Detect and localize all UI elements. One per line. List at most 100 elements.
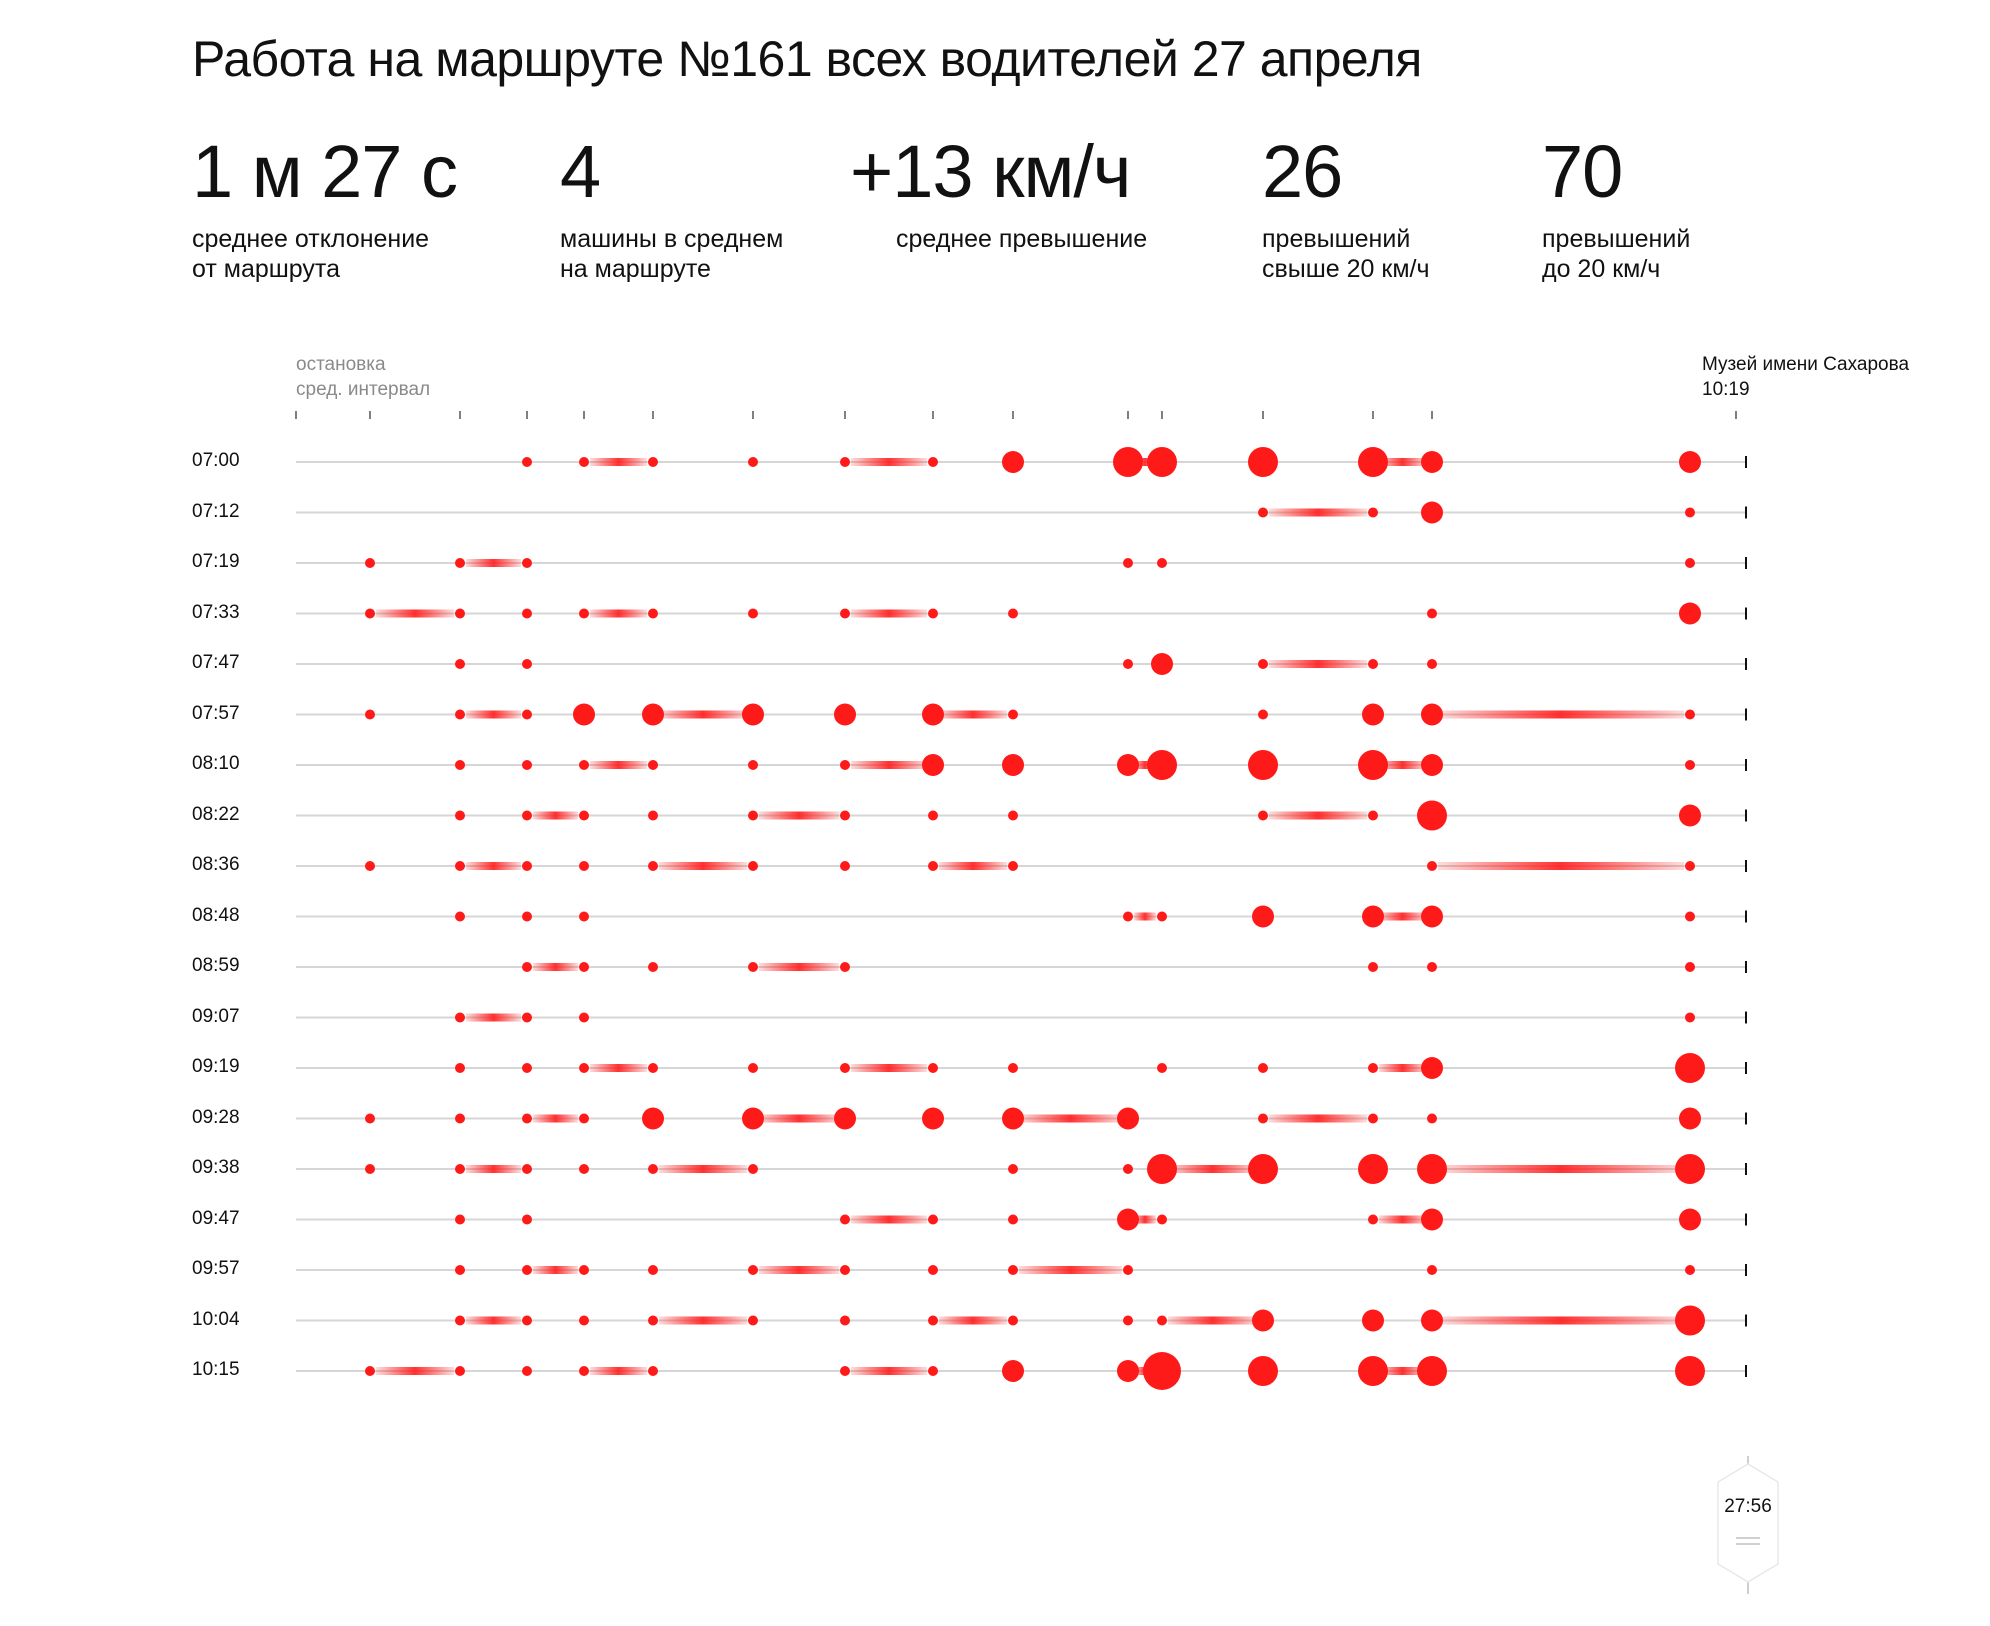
stop-marker[interactable] [522, 1214, 532, 1225]
stop-marker[interactable] [1008, 1315, 1018, 1326]
stop-marker[interactable] [748, 1164, 758, 1174]
stop-marker[interactable] [1679, 451, 1701, 473]
stop-marker[interactable] [522, 861, 532, 871]
stop-marker[interactable] [642, 1107, 664, 1130]
stop-marker[interactable] [1008, 861, 1018, 871]
stop-marker[interactable] [928, 608, 938, 619]
stop-marker[interactable] [1421, 754, 1443, 776]
stop-marker[interactable] [748, 861, 758, 871]
stop-marker[interactable] [522, 457, 532, 467]
stop-marker[interactable] [579, 608, 589, 619]
stop-marker[interactable] [840, 1265, 850, 1275]
stop-marker[interactable] [522, 608, 532, 619]
stop-marker[interactable] [455, 1315, 465, 1326]
stop-marker[interactable] [1157, 911, 1167, 922]
stop-marker[interactable] [1675, 1154, 1705, 1184]
stop-marker[interactable] [1368, 810, 1378, 821]
stop-marker[interactable] [455, 1113, 465, 1124]
stop-marker[interactable] [1368, 659, 1378, 669]
stop-marker[interactable] [1157, 1214, 1167, 1225]
stop-marker[interactable] [1157, 1063, 1167, 1073]
stop-marker[interactable] [579, 1366, 589, 1376]
stop-marker[interactable] [648, 457, 658, 467]
stop-marker[interactable] [1685, 962, 1695, 972]
stop-marker[interactable] [1679, 1107, 1701, 1130]
stop-marker[interactable] [573, 703, 595, 726]
stop-marker[interactable] [840, 608, 850, 619]
stop-marker[interactable] [579, 1265, 589, 1275]
stop-marker[interactable] [922, 703, 944, 726]
stop-marker[interactable] [365, 558, 375, 568]
stop-marker[interactable] [1117, 1208, 1139, 1231]
stop-marker[interactable] [579, 911, 589, 922]
stop-marker[interactable] [1427, 1113, 1437, 1124]
stop-marker[interactable] [1258, 659, 1268, 669]
stop-marker[interactable] [1421, 1309, 1443, 1332]
stop-marker[interactable] [1417, 1154, 1447, 1184]
stop-marker[interactable] [579, 1063, 589, 1073]
stop-marker[interactable] [1157, 1315, 1167, 1326]
stop-marker[interactable] [579, 1315, 589, 1326]
stop-marker[interactable] [928, 1265, 938, 1275]
stop-marker[interactable] [522, 1113, 532, 1124]
stop-marker[interactable] [840, 962, 850, 972]
stop-marker[interactable] [579, 810, 589, 821]
stop-marker[interactable] [1685, 1012, 1695, 1023]
stop-marker[interactable] [1008, 709, 1018, 720]
stop-marker[interactable] [455, 558, 465, 568]
stop-marker[interactable] [1362, 1309, 1384, 1332]
stop-marker[interactable] [1248, 1356, 1278, 1386]
stop-marker[interactable] [928, 1063, 938, 1073]
stop-marker[interactable] [522, 911, 532, 922]
stop-marker[interactable] [840, 457, 850, 467]
stop-marker[interactable] [579, 760, 589, 770]
stop-marker[interactable] [1427, 1265, 1437, 1275]
stop-marker[interactable] [1157, 558, 1167, 568]
stop-marker[interactable] [1368, 1113, 1378, 1124]
stop-marker[interactable] [1358, 1356, 1388, 1386]
stop-marker[interactable] [1685, 911, 1695, 922]
stop-marker[interactable] [748, 810, 758, 821]
stop-marker[interactable] [1008, 1265, 1018, 1275]
stop-marker[interactable] [1685, 558, 1695, 568]
stop-marker[interactable] [1002, 451, 1024, 473]
stop-marker[interactable] [928, 1366, 938, 1376]
stop-marker[interactable] [455, 1164, 465, 1174]
stop-marker[interactable] [1258, 507, 1268, 518]
stop-marker[interactable] [455, 659, 465, 669]
stop-marker[interactable] [1248, 1154, 1278, 1184]
stop-marker[interactable] [1008, 1164, 1018, 1174]
stop-marker[interactable] [1427, 861, 1437, 871]
stop-marker[interactable] [1117, 1360, 1139, 1382]
stop-marker[interactable] [1358, 750, 1388, 780]
stop-marker[interactable] [522, 1012, 532, 1023]
stop-marker[interactable] [648, 1164, 658, 1174]
stop-marker[interactable] [579, 1113, 589, 1124]
stop-marker[interactable] [648, 1315, 658, 1326]
stop-marker[interactable] [1151, 653, 1173, 675]
stop-marker[interactable] [1002, 1107, 1024, 1130]
stop-marker[interactable] [579, 861, 589, 871]
stop-marker[interactable] [1248, 447, 1278, 477]
stop-marker[interactable] [1258, 1063, 1268, 1073]
stop-marker[interactable] [1675, 1356, 1705, 1386]
stop-marker[interactable] [522, 558, 532, 568]
stop-marker[interactable] [1427, 659, 1437, 669]
stop-marker[interactable] [1368, 1214, 1378, 1225]
stop-marker[interactable] [365, 1113, 375, 1124]
stop-marker[interactable] [579, 1164, 589, 1174]
stop-marker[interactable] [455, 861, 465, 871]
stop-marker[interactable] [1368, 1063, 1378, 1073]
stop-marker[interactable] [648, 1265, 658, 1275]
stop-marker[interactable] [748, 608, 758, 619]
stop-marker[interactable] [1252, 905, 1274, 928]
stop-marker[interactable] [522, 1164, 532, 1174]
stop-marker[interactable] [1123, 659, 1133, 669]
stop-marker[interactable] [1002, 1360, 1024, 1382]
stop-marker[interactable] [1417, 800, 1447, 831]
stop-marker[interactable] [928, 1315, 938, 1326]
stop-marker[interactable] [455, 1063, 465, 1073]
stop-marker[interactable] [648, 760, 658, 770]
stop-marker[interactable] [1147, 447, 1177, 477]
stop-marker[interactable] [1008, 1214, 1018, 1225]
